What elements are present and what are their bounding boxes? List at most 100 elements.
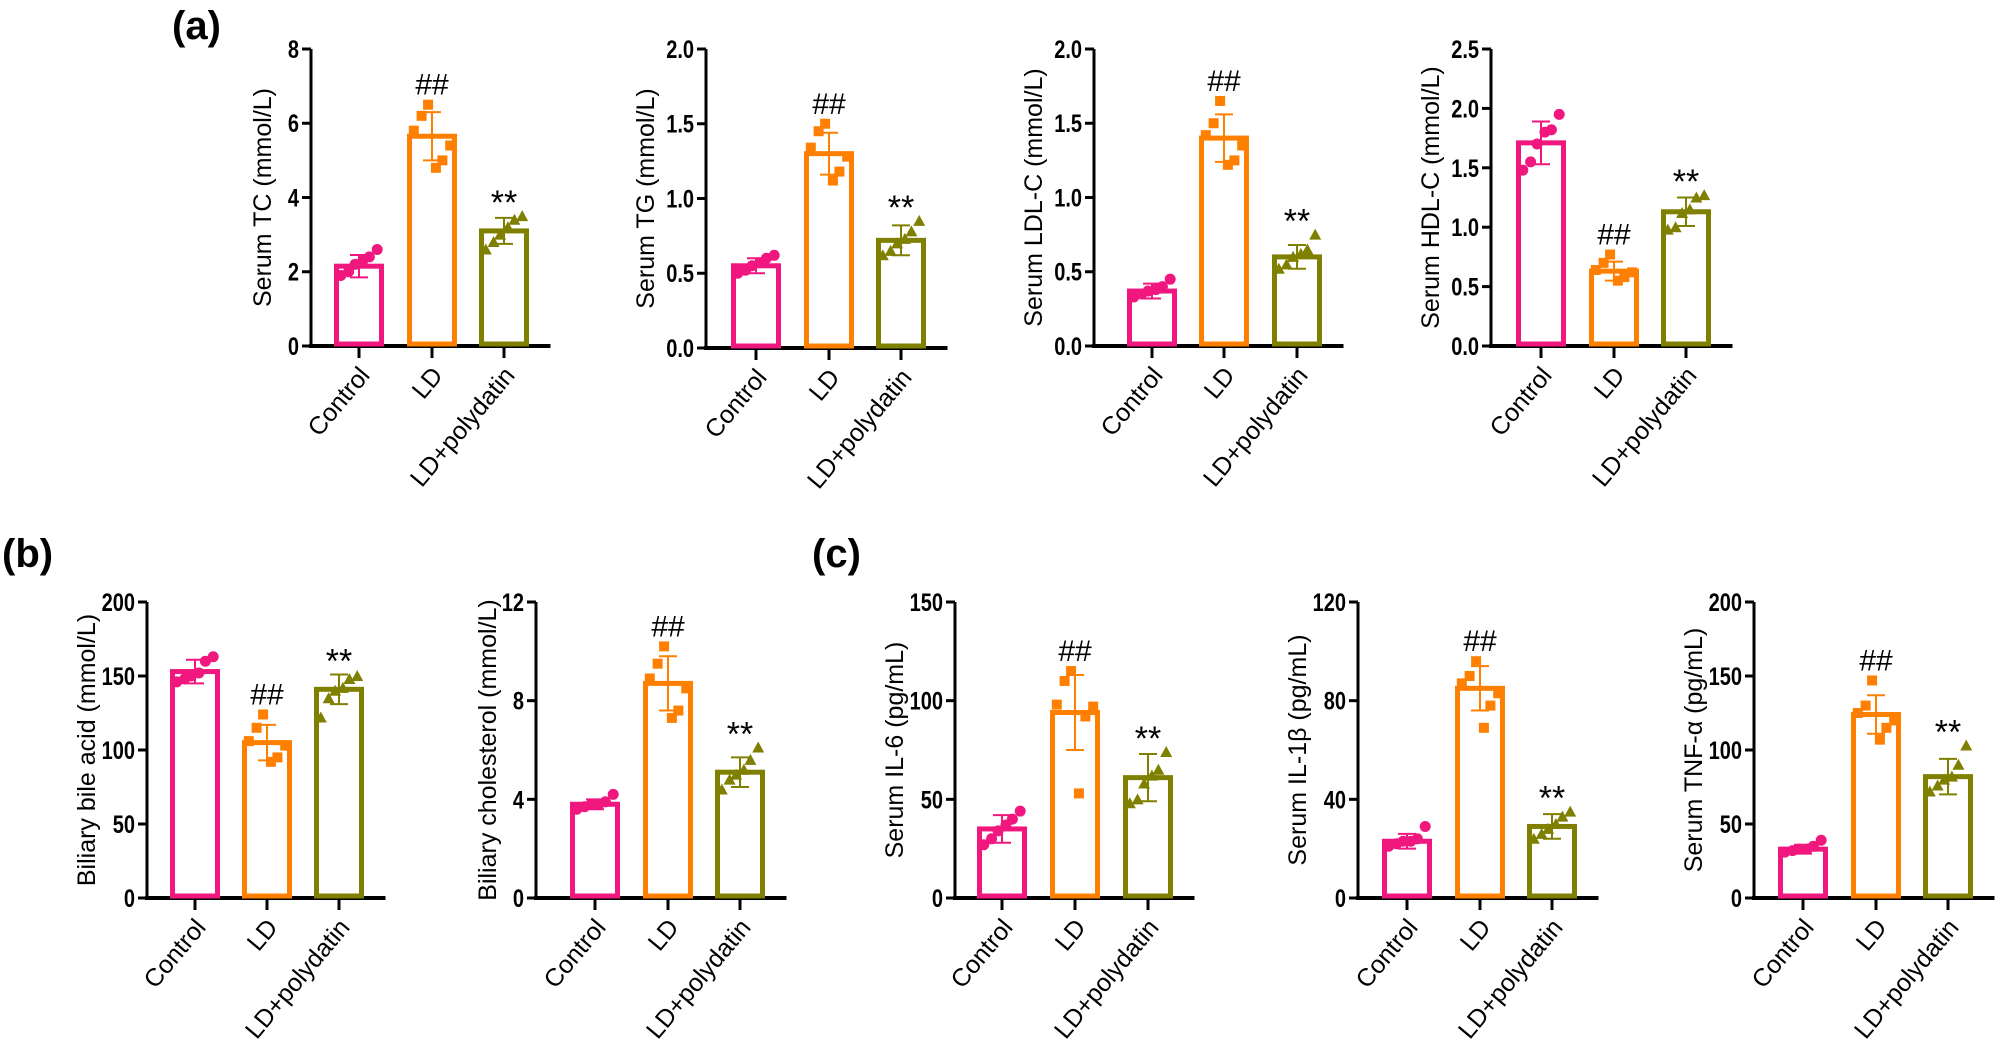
y-tick-label: 1.5 bbox=[1054, 110, 1082, 138]
data-point bbox=[423, 99, 434, 110]
y-tick-label: 2.0 bbox=[1054, 36, 1082, 64]
data-point bbox=[1535, 827, 1548, 839]
y-tick-label: 2.0 bbox=[666, 36, 694, 64]
data-point bbox=[607, 788, 619, 800]
data-point bbox=[1123, 797, 1136, 809]
y-tick-label: 40 bbox=[1324, 786, 1346, 814]
y-tick-label: 1.0 bbox=[666, 185, 694, 213]
y-tick-label: 50 bbox=[113, 811, 135, 839]
y-tick-label: 6 bbox=[288, 110, 299, 138]
data-point bbox=[1301, 243, 1314, 255]
bar bbox=[1851, 711, 1901, 899]
data-point bbox=[501, 221, 514, 233]
significance-label: ## bbox=[651, 610, 685, 643]
x-tick-label: Control bbox=[945, 914, 1018, 994]
y-tick-label: 150 bbox=[1709, 663, 1742, 691]
data-point bbox=[1525, 156, 1537, 168]
data-point bbox=[1222, 159, 1233, 170]
data-point bbox=[659, 641, 670, 652]
y-tick-label: 4 bbox=[288, 184, 299, 212]
y-tick-label: 0 bbox=[288, 333, 299, 361]
data-point bbox=[986, 833, 998, 845]
data-point bbox=[1160, 745, 1173, 757]
bar bbox=[643, 680, 693, 899]
bar bbox=[170, 669, 220, 899]
y-tick-label: 0 bbox=[932, 885, 943, 913]
data-point bbox=[1471, 656, 1482, 667]
y-tick-label: 4 bbox=[513, 786, 524, 814]
data-point bbox=[1294, 247, 1307, 259]
data-point bbox=[1852, 708, 1863, 718]
data-point bbox=[644, 673, 655, 684]
data-point bbox=[1923, 785, 1936, 797]
data-point bbox=[1456, 678, 1467, 689]
significance-label: ## bbox=[1859, 644, 1893, 677]
y-tick-label: 200 bbox=[1709, 589, 1742, 617]
data-point bbox=[408, 125, 419, 136]
data-point bbox=[1867, 675, 1878, 686]
data-point bbox=[1517, 164, 1529, 176]
data-point bbox=[723, 773, 736, 785]
x-tick-label: LD bbox=[1589, 362, 1631, 404]
data-point bbox=[1066, 666, 1077, 677]
data-point bbox=[1874, 734, 1885, 745]
data-point bbox=[351, 670, 364, 681]
data-point bbox=[265, 756, 276, 767]
x-tick-label: Control bbox=[138, 914, 211, 994]
y-axis-label: Biliary cholesterol (mmol/L) bbox=[474, 599, 502, 900]
y-tick-label: 1.5 bbox=[666, 111, 694, 139]
y-tick-label: 8 bbox=[288, 36, 299, 64]
y-tick-label: 150 bbox=[102, 663, 135, 691]
data-point bbox=[585, 798, 597, 810]
data-point bbox=[1411, 833, 1423, 845]
data-point bbox=[1208, 118, 1219, 129]
panel-label-b: (b) bbox=[2, 532, 54, 576]
y-tick-label: 0 bbox=[124, 885, 135, 913]
data-point bbox=[978, 839, 990, 851]
data-point bbox=[1612, 275, 1623, 286]
y-axis-label: Serum LDL-C (mmol/L) bbox=[1020, 68, 1048, 326]
data-point bbox=[343, 266, 355, 278]
bar bbox=[1199, 135, 1249, 347]
data-point bbox=[768, 249, 780, 261]
significance-label: ** bbox=[1935, 714, 1961, 752]
data-point bbox=[1419, 820, 1431, 832]
y-axis-label: Serum HDL-C (mmol/L) bbox=[1417, 66, 1445, 329]
data-point bbox=[876, 249, 889, 261]
y-tick-label: 0 bbox=[1335, 885, 1346, 913]
data-point bbox=[1549, 818, 1562, 829]
data-point bbox=[1683, 203, 1696, 215]
data-point bbox=[1088, 701, 1099, 712]
data-point bbox=[1553, 108, 1565, 120]
data-point bbox=[1815, 834, 1827, 846]
data-point bbox=[905, 225, 918, 237]
data-point bbox=[251, 722, 262, 733]
data-point bbox=[430, 162, 441, 173]
data-point bbox=[1793, 843, 1805, 855]
data-point bbox=[445, 140, 456, 151]
x-tick-label: LD bbox=[1050, 914, 1092, 956]
data-point bbox=[1237, 140, 1248, 151]
data-point bbox=[272, 752, 283, 763]
bar bbox=[1455, 685, 1505, 899]
y-axis-label: Serum TG (mmol/L) bbox=[632, 88, 660, 308]
significance-label: ## bbox=[812, 88, 846, 121]
data-point bbox=[681, 683, 692, 694]
y-axis-label: Serum TNF-α (pg/mL) bbox=[1680, 628, 1708, 873]
data-point bbox=[193, 667, 205, 679]
data-point bbox=[898, 232, 911, 244]
y-tick-label: 200 bbox=[102, 589, 135, 617]
data-point bbox=[1309, 228, 1322, 240]
significance-label: ** bbox=[727, 716, 753, 754]
data-point bbox=[343, 672, 356, 684]
data-point bbox=[416, 110, 427, 121]
y-tick-label: 2 bbox=[288, 259, 299, 287]
data-point bbox=[371, 243, 383, 255]
significance-label: ** bbox=[888, 189, 914, 227]
y-tick-label: 100 bbox=[102, 737, 135, 765]
significance-label: ** bbox=[1135, 720, 1161, 758]
x-tick-label: LD bbox=[242, 914, 284, 956]
